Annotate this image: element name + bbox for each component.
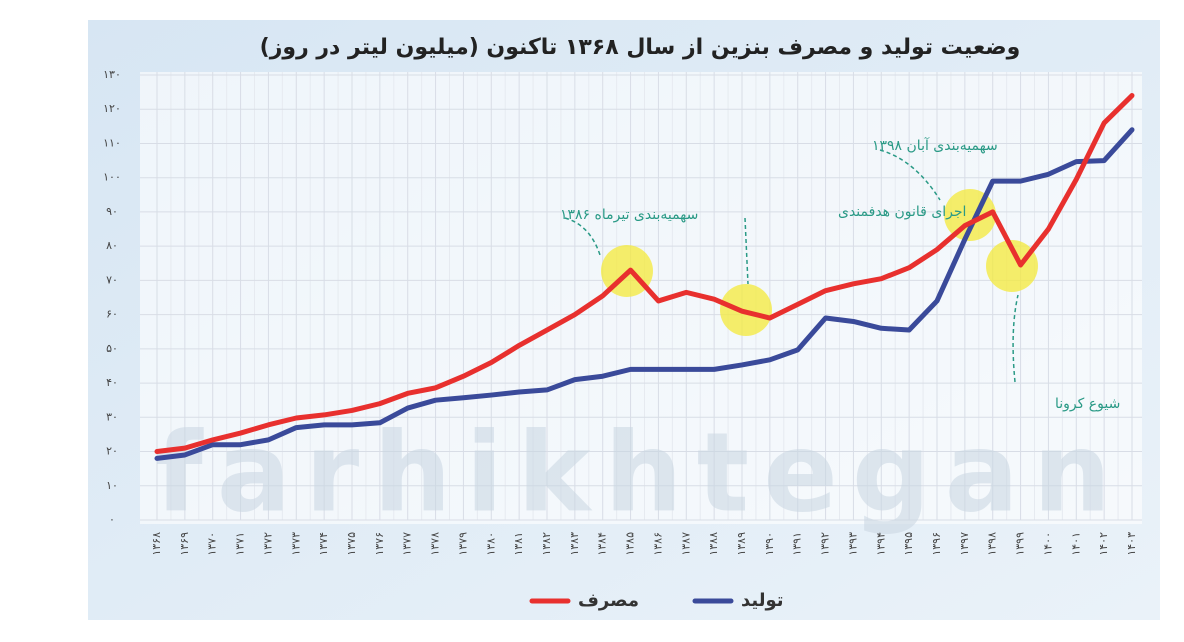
plot-area xyxy=(140,72,1142,524)
x-tick-label: ۱۴۰۱ xyxy=(1069,532,1082,556)
x-tick-label: ۱۳۹۱ xyxy=(791,532,804,556)
series-lines xyxy=(154,93,1135,461)
series-line xyxy=(154,93,1135,455)
x-tick-label: ۱۳۹۸ xyxy=(986,532,999,556)
annotation: سهمیه‌بندی تیرماه ۱۳۸۶ xyxy=(560,207,698,223)
x-tick-label: ۱۳۹۶ xyxy=(930,532,943,556)
x-tick-label: ۱۳۹۷ xyxy=(958,532,971,556)
x-tick-label: ۱۳۷۹ xyxy=(456,532,469,556)
annotation-arrows xyxy=(564,149,1019,383)
x-tick-label: ۱۳۷۸ xyxy=(429,532,442,556)
annotation: شیوع کرونا xyxy=(1055,396,1120,412)
x-tick-label: ۱۳۹۳ xyxy=(846,532,859,556)
x-tick-label: ۱۳۷۵ xyxy=(345,532,358,556)
x-tick-label: ۱۳۸۷ xyxy=(679,532,692,556)
x-tick-label: ۱۳۷۷ xyxy=(401,532,414,556)
highlight xyxy=(986,240,1038,292)
x-tick-label: ۱۳۷۲ xyxy=(261,532,274,556)
arrow xyxy=(879,149,941,201)
x-tick-label: ۱۳۸۲ xyxy=(540,532,553,556)
arrow xyxy=(1012,294,1019,383)
y-tick-label: ۶۰ xyxy=(106,308,118,321)
y-tick-label: ۴۰ xyxy=(106,376,118,389)
y-tick-label: ۳۰ xyxy=(106,410,118,423)
x-tick-label: ۱۳۷۱ xyxy=(234,532,247,556)
y-tick-label: ۱۰۰ xyxy=(103,171,121,184)
y-tick-label: ۰ xyxy=(109,513,115,526)
x-tick-label: ۱۳۹۴ xyxy=(874,532,887,556)
y-tick-label: ۱۳۰ xyxy=(103,68,121,81)
legend: مصرف تولید xyxy=(529,590,784,611)
x-tick-label: ۱۳۸۱ xyxy=(512,532,525,556)
x-tick-label: ۱۳۸۸ xyxy=(707,532,720,556)
x-tick-label: ۱۳۸۰ xyxy=(484,532,497,556)
legend-label: مصرف xyxy=(578,590,639,611)
x-tick-label: ۱۳۷۶ xyxy=(373,532,386,556)
x-tick-label: ۱۳۶۹ xyxy=(178,532,191,556)
y-tick-label: ۱۰ xyxy=(106,479,118,492)
x-tick-label: ۱۳۹۹ xyxy=(1014,532,1027,556)
annotation: سهمیه‌بندی آبان ۱۳۹۸ xyxy=(872,137,998,154)
chart-title: وضعیت تولید و مصرف بنزین از سال ۱۳۶۸ تاک… xyxy=(260,35,1021,60)
x-tick-label: ۱۴۰۲ xyxy=(1097,532,1110,556)
y-tick-label: ۹۰ xyxy=(106,205,118,218)
x-tick-label: ۱۴۰۳ xyxy=(1125,532,1138,556)
y-tick-label: ۸۰ xyxy=(106,239,118,252)
annotation: اجرای قانون هدفمندی xyxy=(838,204,966,220)
x-tick-label: ۱۳۹۰ xyxy=(763,532,776,556)
x-tick-label: ۱۳۷۰ xyxy=(206,532,219,556)
x-tick-label: ۱۴۰۰ xyxy=(1041,532,1054,556)
x-tick-label: ۱۳۸۶ xyxy=(651,532,664,556)
x-tick-label: ۱۳۹۲ xyxy=(819,532,832,556)
legend-label: تولید xyxy=(741,590,784,611)
x-tick-label: ۱۳۹۵ xyxy=(902,532,915,556)
y-tick-label: ۷۰ xyxy=(106,273,118,286)
x-tick-label: ۱۳۸۴ xyxy=(596,532,609,556)
x-tick-label: ۱۳۶۸ xyxy=(150,532,163,556)
x-tick-label: ۱۳۸۳ xyxy=(568,532,581,556)
x-tick-label: ۱۳۷۴ xyxy=(317,532,330,556)
y-tick-label: ۱۱۰ xyxy=(103,136,121,149)
y-tick-label: ۱۲۰ xyxy=(103,102,121,115)
x-tick-label: ۱۳۷۳ xyxy=(289,532,302,556)
watermark: farhikhtegan xyxy=(155,408,1125,536)
series-line xyxy=(154,127,1135,461)
y-tick-label: ۲۰ xyxy=(106,445,118,458)
x-tick-label: ۱۳۸۵ xyxy=(624,532,637,556)
x-tick-label: ۱۳۸۹ xyxy=(735,532,748,556)
y-tick-label: ۵۰ xyxy=(106,342,118,355)
